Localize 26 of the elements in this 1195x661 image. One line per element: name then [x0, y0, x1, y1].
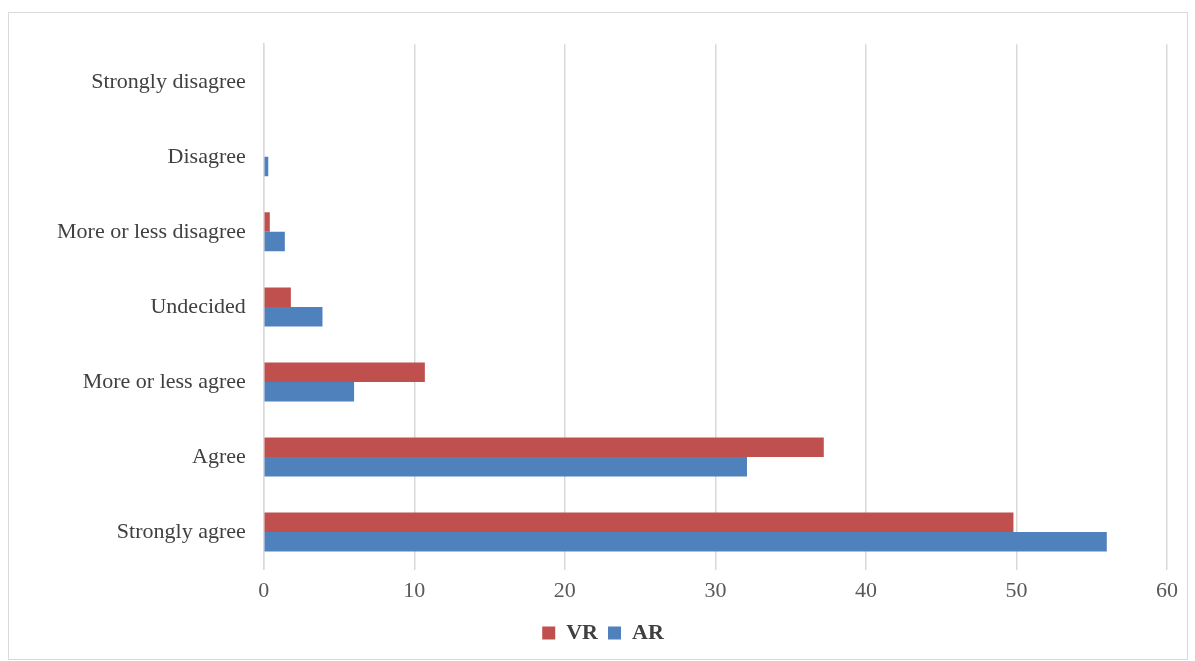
bar: [264, 457, 747, 477]
bar: [264, 512, 1014, 533]
x-tick-label: 50: [1005, 576, 1028, 602]
legend-label: AR: [632, 618, 665, 644]
bar: [264, 231, 285, 252]
y-tick-label: Undecided: [150, 292, 246, 318]
bar: [264, 362, 425, 382]
x-tick-label: 40: [854, 576, 877, 602]
bar: [264, 381, 355, 402]
bar: [264, 287, 291, 307]
bar: [264, 532, 1107, 552]
y-tick-label: Agree: [192, 442, 246, 468]
y-tick-label: More or less disagree: [56, 217, 246, 243]
x-tick-label: 10: [403, 576, 426, 602]
x-tick-label: 30: [704, 576, 727, 602]
bar: [264, 212, 270, 232]
y-tick-label: Strongly agree: [116, 517, 246, 543]
y-tick-label: More or less agree: [82, 367, 246, 393]
bar: [264, 306, 323, 327]
bar: [264, 437, 824, 458]
x-tick-label: 20: [553, 576, 576, 602]
y-tick-label: Disagree: [167, 142, 246, 168]
y-tick-label: Strongly disagree: [91, 67, 246, 93]
x-tick-label: 60: [1156, 576, 1178, 602]
legend-label: VR: [566, 618, 600, 644]
x-tick-label: 0: [258, 576, 270, 602]
